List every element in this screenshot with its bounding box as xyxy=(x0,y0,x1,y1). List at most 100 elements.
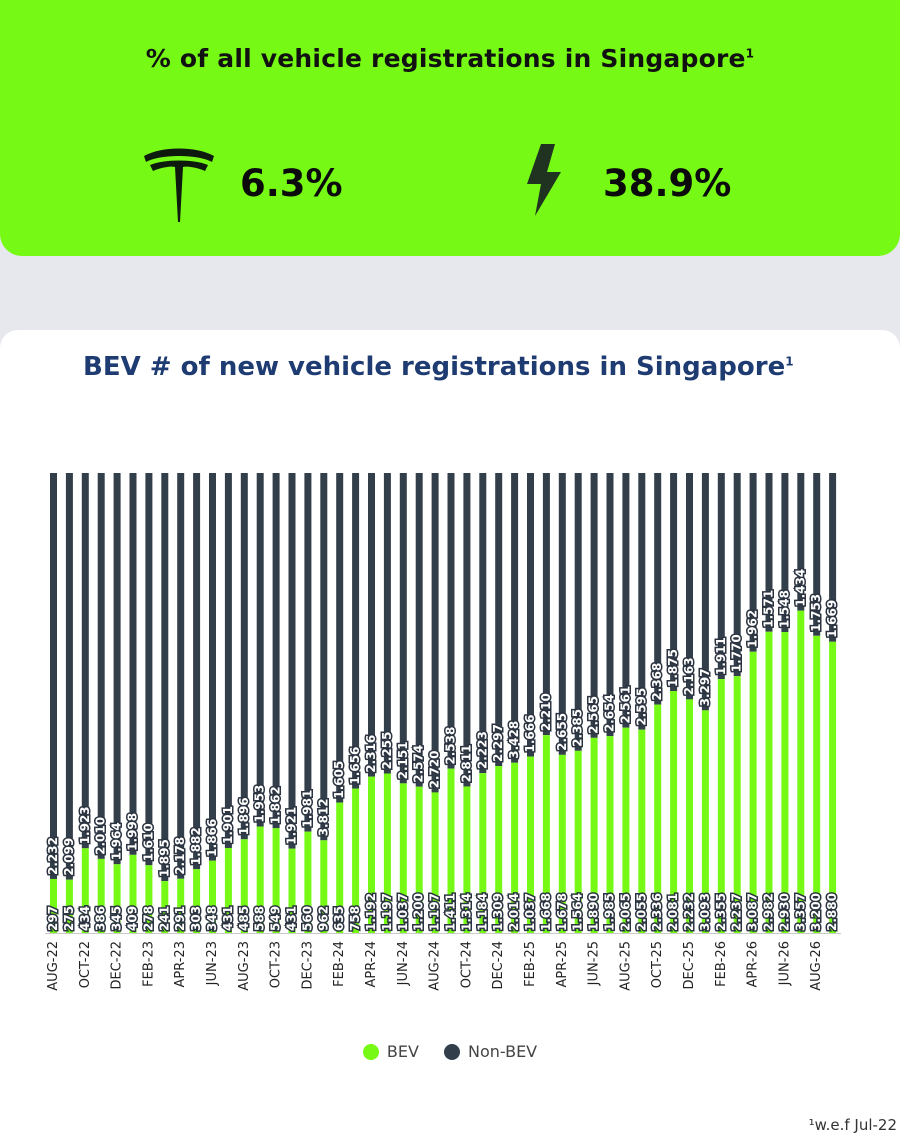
bev-data-label: 1.890 xyxy=(587,893,601,931)
bar-non-bev xyxy=(829,473,837,642)
bev-data-label: 962 xyxy=(316,906,330,931)
legend-item-bev: BEV xyxy=(362,1042,419,1061)
non-bev-data-label: 2.654 xyxy=(603,694,617,732)
bar-bev xyxy=(542,735,550,933)
bev-data-label: 635 xyxy=(332,906,346,931)
bar-non-bev xyxy=(479,473,487,774)
bar-non-bev xyxy=(320,473,328,841)
bev-data-label: 2.065 xyxy=(618,893,632,931)
bar-bev xyxy=(527,756,534,933)
bar-bev xyxy=(606,736,614,933)
bev-data-label: 1.564 xyxy=(571,893,585,931)
bar-non-bev xyxy=(129,473,137,855)
non-bev-data-label: 1.901 xyxy=(221,806,235,844)
bar-non-bev xyxy=(527,473,534,757)
bar-bev xyxy=(113,864,121,933)
bev-data-label: 2.014 xyxy=(507,893,521,931)
x-tick-label: AUG-26 xyxy=(809,941,824,991)
non-bev-data-label: 1.434 xyxy=(793,569,807,607)
bar-bev xyxy=(479,773,487,933)
bar-bev xyxy=(813,635,821,933)
non-bev-data-label: 1.656 xyxy=(348,747,362,785)
bev-data-label: 3.357 xyxy=(793,893,807,931)
bev-data-label: 1.197 xyxy=(428,893,442,931)
non-bev-data-label: 2.565 xyxy=(587,696,601,734)
bar-bev xyxy=(638,729,646,933)
bev-data-label: 2.237 xyxy=(730,893,744,931)
bev-data-label: 3.087 xyxy=(746,893,760,931)
bar-non-bev xyxy=(193,473,201,870)
non-bev-data-label: 1.953 xyxy=(253,785,267,823)
bar-non-bev xyxy=(797,473,805,611)
bev-data-label: 1.314 xyxy=(459,893,473,931)
bar-non-bev xyxy=(654,473,662,705)
bar-non-bev xyxy=(447,473,455,769)
x-tick-label: JUN-25 xyxy=(587,941,602,986)
bar-non-bev xyxy=(383,473,391,774)
non-bev-data-label: 2.811 xyxy=(459,745,473,783)
bar-bev xyxy=(463,786,471,933)
bar-bev xyxy=(256,826,264,933)
non-bev-data-label: 2.010 xyxy=(94,817,108,855)
bar-bev xyxy=(733,676,741,933)
bar-bev xyxy=(495,766,503,933)
bar-bev xyxy=(224,847,232,933)
bar-non-bev xyxy=(113,473,121,865)
bar-bev xyxy=(193,869,201,933)
bev-data-label: 291 xyxy=(173,906,187,931)
bar-bev xyxy=(383,773,391,933)
bar-bev xyxy=(431,792,439,933)
bar-non-bev xyxy=(701,473,709,711)
bev-data-label: 2.336 xyxy=(650,893,664,931)
non-bev-data-label: 1.923 xyxy=(78,806,92,844)
bar-non-bev xyxy=(209,473,216,861)
bar-non-bev xyxy=(304,473,312,832)
non-bev-data-label: 1.666 xyxy=(523,715,537,753)
non-bev-data-label: 2.151 xyxy=(396,741,410,779)
bev-data-label: 1.411 xyxy=(444,893,458,931)
bar-non-bev xyxy=(638,473,646,730)
non-bev-data-label: 1.981 xyxy=(300,790,314,828)
x-tick-label: APR-23 xyxy=(173,941,188,987)
bar-non-bev xyxy=(161,473,169,882)
bar-non-bev xyxy=(542,473,550,736)
bar-non-bev xyxy=(590,473,598,738)
bev-data-label: 1.192 xyxy=(364,893,378,931)
bev-data-label: 2.982 xyxy=(762,893,776,931)
bar-bev xyxy=(670,691,678,933)
x-tick-label: FEB-26 xyxy=(714,941,729,987)
bar-bev xyxy=(81,848,89,933)
non-bev-data-label: 1.862 xyxy=(269,786,283,824)
bar-non-bev xyxy=(511,473,519,763)
x-tick-label: APR-24 xyxy=(364,941,379,987)
bev-data-label: 431 xyxy=(221,906,235,931)
x-tick-label: FEB-24 xyxy=(332,941,347,987)
bev-data-label: 241 xyxy=(157,906,171,931)
non-bev-data-label: 2.368 xyxy=(650,663,664,701)
bar-non-bev xyxy=(558,473,566,755)
non-bev-data-label: 2.163 xyxy=(682,657,696,695)
bev-data-label: 1.668 xyxy=(539,893,553,931)
x-tick-label: OCT-25 xyxy=(650,941,665,988)
bar-bev xyxy=(368,776,375,933)
bar-non-bev xyxy=(50,473,57,879)
legend-item-non-bev: Non-BEV xyxy=(443,1042,537,1061)
non-bev-data-label: 1.998 xyxy=(126,813,140,851)
bar-bev xyxy=(272,828,280,933)
bar-bev xyxy=(161,881,169,933)
bar-bev xyxy=(717,679,725,933)
bar-bev xyxy=(177,878,185,933)
bev-data-label: 303 xyxy=(189,906,203,931)
bar-bev xyxy=(288,848,296,933)
non-bev-data-label: 2.574 xyxy=(412,745,426,783)
bev-data-label: 549 xyxy=(269,906,283,931)
bev-data-label: 2.355 xyxy=(714,893,728,931)
x-tick-label: OCT-22 xyxy=(78,941,93,988)
bar-non-bev xyxy=(65,473,73,880)
non-bev-data-label: 2.099 xyxy=(62,838,76,876)
bev-data-label: 278 xyxy=(141,906,155,931)
chart-card: BEV # of new vehicle registrations in Si… xyxy=(0,330,900,1142)
bar-bev xyxy=(686,699,693,933)
bar-non-bev xyxy=(415,473,423,787)
bar-non-bev xyxy=(495,473,503,767)
